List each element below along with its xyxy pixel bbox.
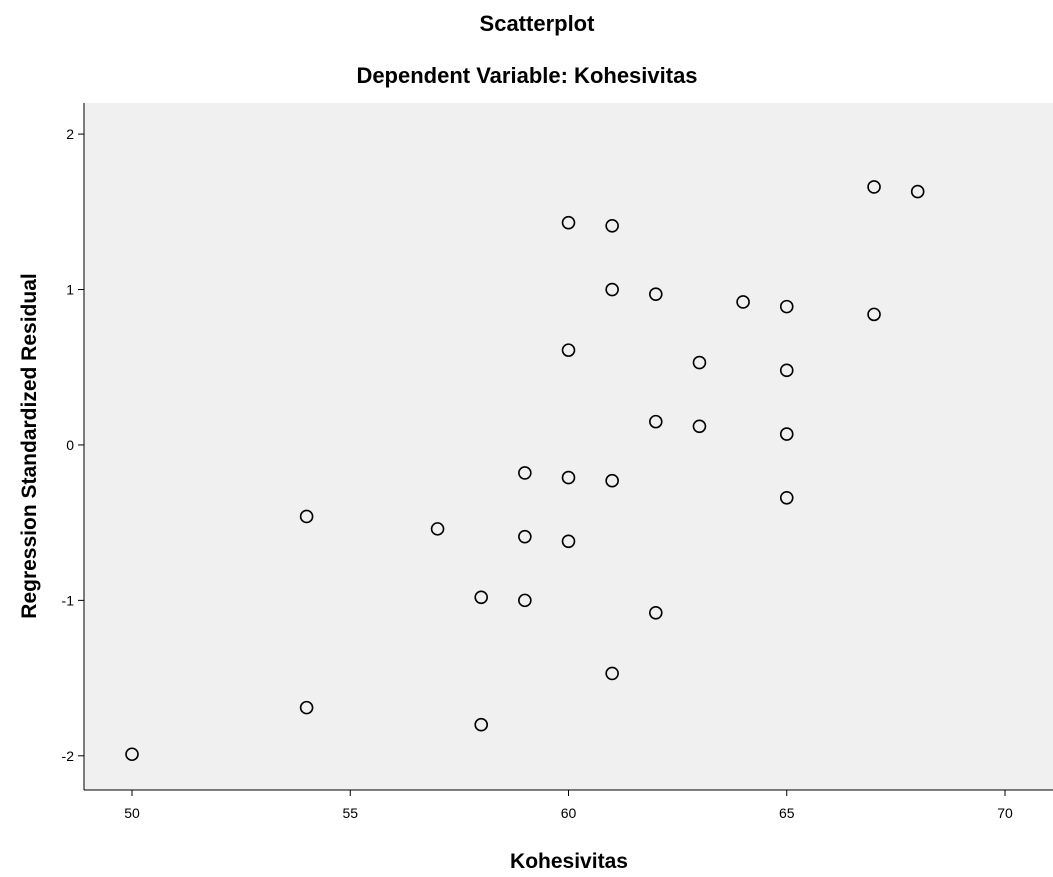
data-point (648, 414, 663, 429)
data-point (561, 534, 576, 549)
x-axis-ticks: 50 55 60 65 70 (124, 790, 1013, 821)
x-tick-label: 60 (561, 805, 577, 821)
data-point (867, 307, 881, 322)
data-point (474, 590, 489, 605)
y-axis-label: Regression Standardized Residual (18, 273, 41, 618)
data-point (561, 343, 576, 357)
data-point (692, 419, 707, 434)
data-point (561, 215, 576, 230)
data-point (692, 355, 707, 370)
data-point (779, 299, 794, 314)
data-point (867, 180, 881, 194)
x-tick-label: 65 (779, 805, 795, 821)
y-tick-label: 0 (66, 437, 74, 453)
data-point (561, 470, 576, 485)
y-axis-ticks: -2 -1 0 1 2 (62, 126, 84, 764)
x-axis-label: Kohesivitas (510, 850, 628, 873)
data-point (910, 184, 925, 199)
data-point (299, 509, 314, 524)
data-point (779, 490, 794, 505)
chart-title: Scatterplot (480, 11, 596, 36)
data-point (736, 295, 750, 309)
data-point (430, 522, 445, 536)
x-tick-label: 55 (342, 805, 358, 821)
data-point (605, 282, 619, 297)
chart-subtitle: Dependent Variable: Kohesivitas (356, 63, 697, 88)
data-point (299, 700, 314, 715)
data-point (605, 473, 619, 488)
data-point (474, 717, 489, 732)
data-points (125, 180, 925, 762)
data-point (125, 747, 139, 762)
y-tick-label: 2 (66, 126, 74, 142)
data-point (779, 363, 794, 378)
y-tick-label: -2 (62, 748, 75, 764)
x-tick-label: 50 (124, 805, 140, 821)
data-point (605, 218, 619, 233)
x-tick-label: 70 (997, 805, 1013, 821)
data-point (648, 606, 663, 620)
data-point (518, 593, 532, 608)
data-point (648, 287, 663, 301)
y-tick-label: 1 (66, 282, 74, 298)
plot-area (84, 103, 1053, 790)
data-point (779, 427, 794, 441)
data-point (518, 529, 532, 544)
data-point (518, 466, 532, 480)
y-tick-label: -1 (62, 592, 75, 608)
data-point (605, 666, 619, 681)
